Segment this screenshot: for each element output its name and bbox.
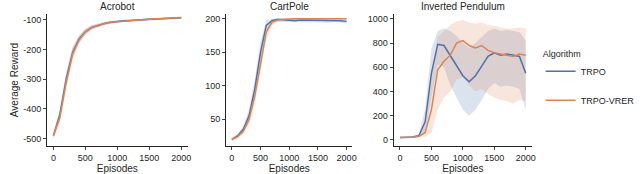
svg-text:Episodes: Episodes	[442, 163, 483, 174]
svg-text:1000: 1000	[279, 153, 299, 163]
svg-text:2000: 2000	[337, 153, 357, 163]
svg-text:1000: 1000	[107, 153, 127, 163]
svg-text:500: 500	[253, 153, 268, 163]
svg-text:1500: 1500	[484, 153, 504, 163]
svg-text:TRPO-VRER: TRPO-VRER	[581, 96, 635, 106]
svg-text:TRPO: TRPO	[581, 67, 606, 77]
svg-text:Algorithm: Algorithm	[543, 49, 581, 59]
svg-text:2000: 2000	[171, 153, 191, 163]
svg-text:0: 0	[383, 135, 388, 145]
svg-text:2000: 2000	[516, 153, 536, 163]
svg-text:1000: 1000	[453, 153, 473, 163]
svg-text:1500: 1500	[308, 153, 328, 163]
svg-text:Inverted Pendulum: Inverted Pendulum	[421, 1, 505, 12]
svg-text:Episodes: Episodes	[269, 163, 310, 174]
svg-text:500: 500	[424, 153, 439, 163]
svg-text:1500: 1500	[139, 153, 159, 163]
svg-text:-300: -300	[23, 74, 41, 84]
svg-text:0: 0	[51, 153, 56, 163]
svg-text:-400: -400	[23, 104, 41, 114]
svg-text:Average Reward: Average Reward	[9, 43, 20, 117]
svg-text:800: 800	[373, 38, 388, 48]
svg-text:400: 400	[373, 87, 388, 97]
svg-text:150: 150	[205, 47, 220, 57]
svg-text:500: 500	[78, 153, 93, 163]
svg-text:-200: -200	[23, 45, 41, 55]
svg-text:200: 200	[373, 111, 388, 121]
svg-text:100: 100	[205, 81, 220, 91]
svg-text:Episodes: Episodes	[97, 163, 138, 174]
svg-text:600: 600	[373, 62, 388, 72]
svg-text:200: 200	[205, 14, 220, 24]
svg-text:-500: -500	[23, 134, 41, 144]
svg-text:0: 0	[229, 153, 234, 163]
svg-text:-100: -100	[23, 15, 41, 25]
svg-text:0: 0	[397, 153, 402, 163]
svg-text:Acrobot: Acrobot	[100, 1, 135, 12]
svg-text:50: 50	[210, 114, 220, 124]
svg-text:1000: 1000	[368, 14, 388, 24]
svg-text:CartPole: CartPole	[270, 1, 309, 12]
